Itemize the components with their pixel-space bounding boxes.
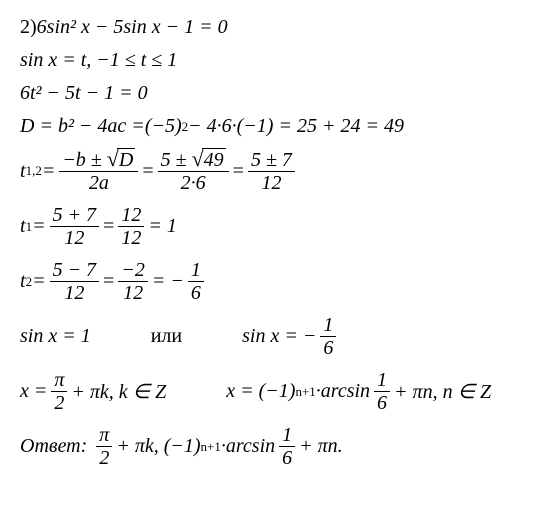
or-separator: или [151, 325, 182, 348]
eq-text: 6sin² x − 5sin x − 1 = 0 [37, 16, 228, 39]
discriminant-line: D = b² − 4ac = (−5)2 − 4·6·(−1) = 25 + 2… [20, 115, 520, 138]
equation-line-1: 2) 6sin² x − 5sin x − 1 = 0 [20, 16, 520, 39]
eq-text: sin x = 1 [20, 325, 91, 348]
equals: = [32, 215, 46, 238]
fraction: 5 ± 7 12 [248, 149, 295, 194]
eq-text: x = [20, 380, 47, 403]
fraction: 5 − 7 12 [50, 259, 100, 304]
solution-left: x = π 2 + πk, k ∈ Z [20, 369, 166, 414]
paren-expr: (−5) [145, 115, 182, 138]
eq-text: sin x = t, −1 ≤ t ≤ 1 [20, 49, 177, 72]
eq-text: + πn. [299, 435, 343, 458]
solution-right: x = (−1)n+1 ·arcsin 1 6 + πn, n ∈ Z [226, 369, 491, 414]
eq-text: + πk, (−1) [116, 435, 200, 458]
eq-text: x = (−1) [226, 380, 295, 403]
var-t: t [20, 215, 26, 238]
fraction: 5 ± √49 2·6 [158, 148, 229, 194]
fraction: π 2 [96, 424, 112, 469]
equals: = [32, 270, 46, 293]
roots-formula-line: t1,2 = −b ± √D 2a = 5 ± √49 2·6 = 5 ± 7 … [20, 148, 520, 194]
eq-text: ·arcsin [316, 380, 370, 403]
fraction: π 2 [51, 369, 67, 414]
fraction: 1 6 [188, 259, 204, 304]
substitution-line: sin x = t, −1 ≤ t ≤ 1 [20, 49, 520, 72]
fraction: 1 6 [279, 424, 295, 469]
fraction: 1 6 [374, 369, 390, 414]
case-right: sin x = − 1 6 [242, 314, 340, 359]
var-t: t [20, 270, 26, 293]
fraction: 12 12 [118, 204, 144, 249]
quadratic-line: 6t² − 5t − 1 = 0 [20, 82, 520, 105]
eq-text: + πn, n ∈ Z [394, 379, 491, 404]
root-t1-line: t1 = 5 + 7 12 = 12 12 = 1 [20, 204, 520, 249]
root-t2-line: t2 = 5 − 7 12 = −2 12 = − 1 6 [20, 259, 520, 304]
equals: = [42, 160, 56, 183]
fraction: 5 + 7 12 [50, 204, 100, 249]
cases-row-2: x = π 2 + πk, k ∈ Z x = (−1)n+1 ·arcsin … [20, 369, 520, 414]
answer-label: Ответ: [20, 435, 87, 458]
eq-text: + πk, k ∈ Z [71, 379, 166, 404]
eq-text: sin x = − [242, 325, 316, 348]
var-t: t [20, 160, 26, 183]
fraction: 1 6 [320, 314, 336, 359]
answer-line: Ответ: π 2 + πk, (−1)n+1 ·arcsin 1 6 + π… [20, 424, 520, 469]
eq-text: − 4·6·(−1) = 25 + 24 = 49 [188, 115, 404, 138]
problem-number: 2) [20, 16, 37, 39]
fraction: −2 12 [118, 259, 148, 304]
eq-text: = 1 [148, 215, 177, 238]
case-left: sin x = 1 [20, 325, 91, 348]
eq-text: D = b² − 4ac = [20, 115, 145, 138]
eq-text: = − [152, 270, 184, 293]
eq-text: ·arcsin [221, 435, 275, 458]
eq-text: 6t² − 5t − 1 = 0 [20, 82, 148, 105]
cases-row-1: sin x = 1 или sin x = − 1 6 [20, 314, 520, 359]
fraction: −b ± √D 2a [59, 148, 138, 194]
